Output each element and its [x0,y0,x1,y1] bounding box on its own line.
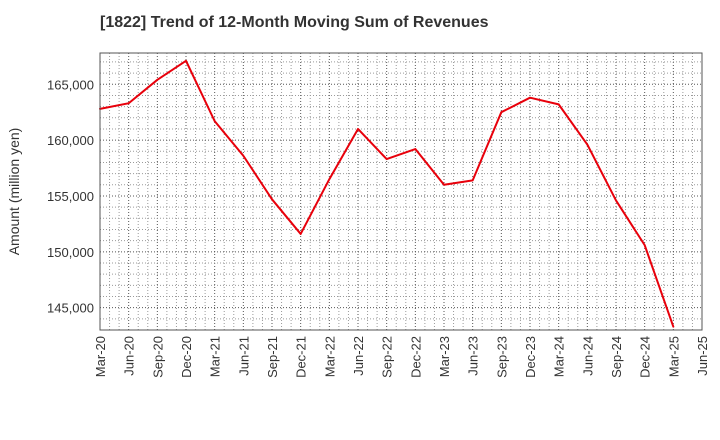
x-tick-label: Mar-25 [666,336,681,377]
x-tick-label: Mar-23 [437,336,452,377]
series-layer [99,59,675,328]
x-tick-label: Mar-21 [208,336,223,377]
y-tick-label: 150,000 [47,245,94,260]
y-tick-label: 160,000 [47,133,94,148]
x-tick-label: Mar-22 [322,336,337,377]
x-tick-label: Dec-22 [408,336,423,378]
y-tick-labels: 145,000 150,000 155,000 160,000 165,000 [47,77,94,315]
x-tick-label: Jun-25 [695,336,710,376]
x-tick-label: Sep-24 [609,336,624,378]
x-tick-label: Sep-22 [380,336,395,378]
y-tick-label: 165,000 [47,77,94,92]
chart-title: [1822] Trend of 12-Month Moving Sum of R… [100,14,489,31]
x-tick-label: Sep-23 [494,336,509,378]
x-tick-label: Dec-20 [179,336,194,378]
x-tick-label: Dec-21 [294,336,309,378]
series-line-0 [99,59,675,328]
y-tick-label: 155,000 [47,189,94,204]
x-tick-label: Mar-24 [552,336,567,377]
x-tick-label: Sep-20 [150,336,165,378]
x-tick-labels: Mar-20 Jun-20 Sep-20 Dec-20 Mar-21 Jun-21 Sep-… [93,336,710,378]
x-tick-label: Jun-21 [236,336,251,376]
plot-frame [99,52,703,331]
x-tick-label: Jun-20 [122,336,137,376]
x-tick-label: Jun-22 [351,336,366,376]
x-tick-label: Jun-24 [580,336,595,376]
x-tick-label: Jun-23 [466,336,481,376]
x-tick-label: Sep-21 [265,336,280,378]
x-tick-label: Dec-23 [523,336,538,378]
y-axis-label: Amount (million yen) [6,128,22,256]
x-tick-label: Mar-20 [93,336,108,377]
y-tick-label: 145,000 [47,301,94,316]
x-tick-label: Dec-24 [638,336,653,378]
